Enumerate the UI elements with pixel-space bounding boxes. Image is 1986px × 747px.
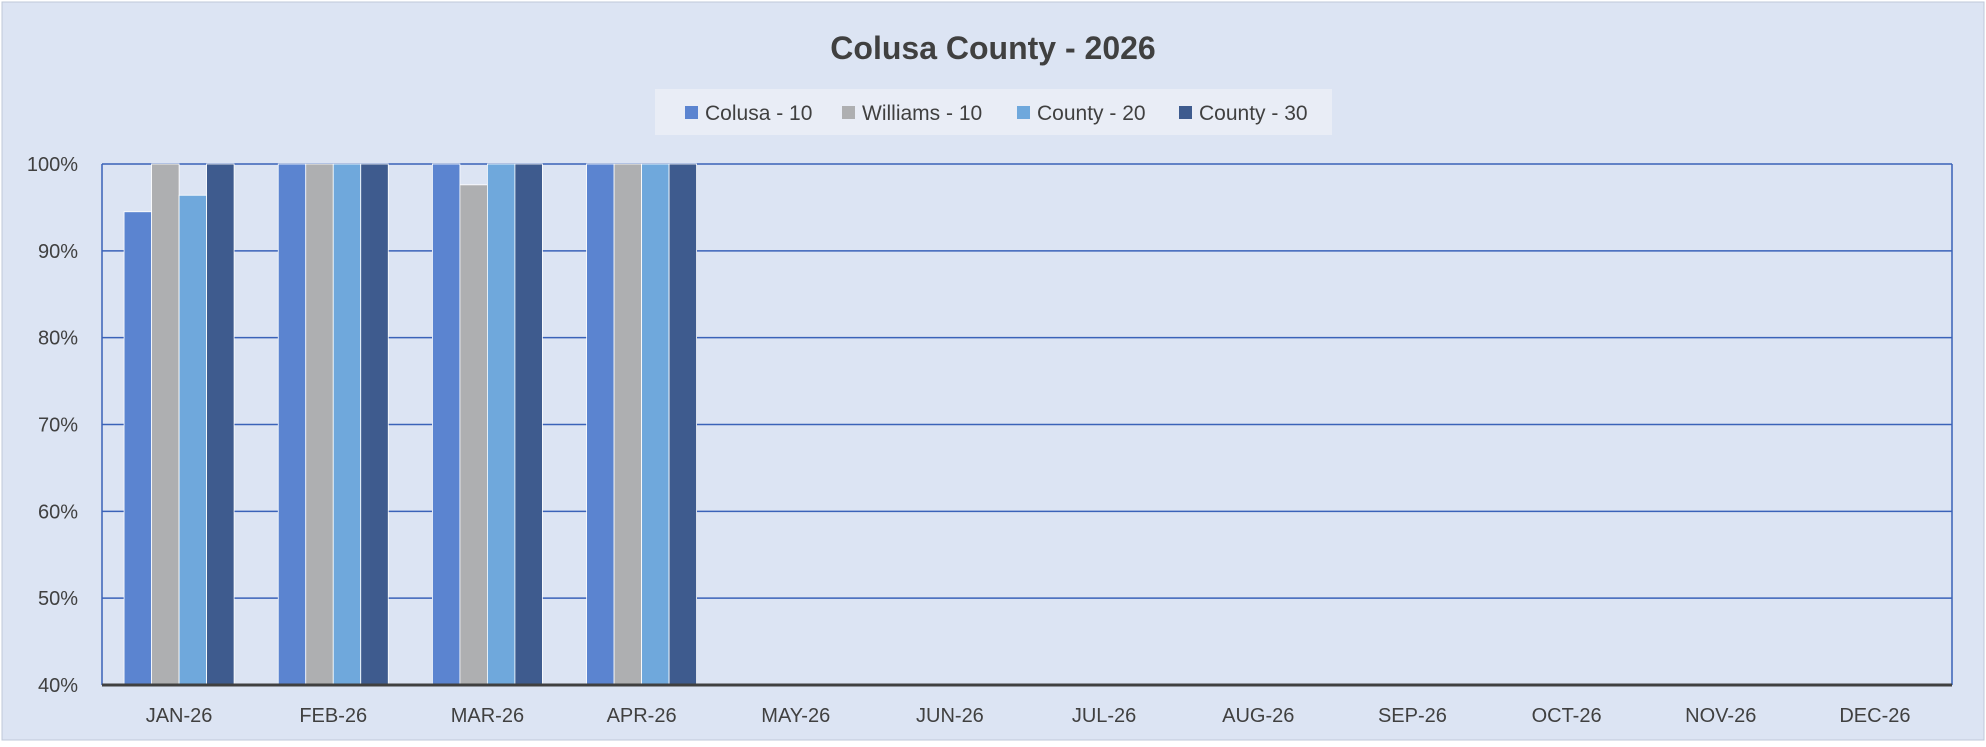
y-tick-label: 40% [38, 675, 78, 697]
legend-label-1: Colusa - 10 [705, 102, 812, 125]
bar-3-feb-26 [332, 163, 362, 686]
x-tick-label: JUL-26 [1072, 705, 1136, 727]
legend-background [655, 89, 1332, 135]
bar-3-mar-26 [487, 163, 516, 686]
legend-swatch-1 [685, 106, 698, 119]
bar-2-feb-26 [305, 163, 334, 686]
legend-label-3: County - 20 [1037, 102, 1146, 125]
y-tick-label: 90% [38, 241, 78, 263]
x-tick-label: APR-26 [607, 705, 677, 727]
y-tick-label: 50% [38, 588, 78, 610]
y-axis: 40% 50% 60% 70% 80% 90% 100% [27, 154, 78, 697]
x-tick-label: JAN-26 [146, 705, 213, 727]
x-tick-label: FEB-26 [299, 705, 367, 727]
bar-1-mar-26 [432, 163, 461, 686]
x-tick-label: MAR-26 [451, 705, 524, 727]
bar-2-mar-26 [459, 184, 488, 686]
bar-4-feb-26 [360, 163, 389, 686]
legend-swatch-4 [1179, 106, 1192, 119]
x-tick-label: JUN-26 [916, 705, 984, 727]
y-tick-label: 100% [27, 154, 78, 176]
bar-2-apr-26 [613, 163, 642, 686]
legend: Colusa - 10 Williams - 10 County - 20 Count… [655, 89, 1332, 135]
bar-4-mar-26 [514, 163, 543, 686]
bar-4-apr-26 [668, 163, 697, 686]
x-axis: JAN-26 FEB-26 MAR-26 APR-26 MAY-26 JUN-26 JUL-… [102, 683, 1952, 727]
bar-1-apr-26 [586, 163, 615, 686]
x-tick-label: NOV-26 [1685, 705, 1756, 727]
y-tick-label: 80% [38, 328, 78, 350]
x-tick-label: MAY-26 [761, 705, 830, 727]
bar-2-jan-26 [151, 163, 180, 686]
bar-3-apr-26 [641, 163, 670, 686]
legend-swatch-3 [1017, 106, 1030, 119]
bar-4-jan-26 [206, 163, 235, 686]
x-tick-label: AUG-26 [1222, 705, 1294, 727]
legend-label-2: Williams - 10 [862, 102, 982, 125]
bars [123, 163, 697, 686]
legend-label-4: County - 30 [1199, 102, 1308, 125]
x-tick-label: SEP-26 [1378, 705, 1447, 727]
bar-1-jan-26 [123, 211, 152, 686]
y-tick-label: 60% [38, 501, 78, 523]
x-tick-label: OCT-26 [1532, 705, 1602, 727]
y-tick-label: 70% [38, 415, 78, 437]
chart-title: Colusa County - 2026 [830, 30, 1155, 66]
bar-3-jan-26 [178, 194, 207, 686]
bar-1-feb-26 [277, 163, 307, 686]
gridlines [101, 163, 1953, 685]
legend-swatch-2 [842, 106, 855, 119]
x-tick-label: DEC-26 [1839, 705, 1910, 727]
